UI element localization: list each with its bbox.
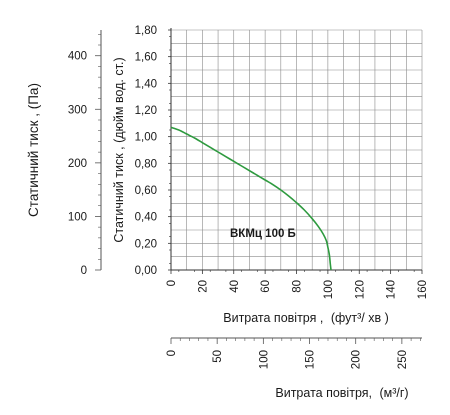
x-tick-label-primary: 160	[417, 280, 429, 299]
y-tick-label-secondary: 200	[68, 158, 87, 170]
x-tick-label-primary: 40	[229, 280, 241, 293]
x-tick-label-primary: 120	[354, 280, 366, 299]
x-axis-title-secondary-unit: (м³/г)	[379, 386, 408, 400]
x-tick-label-primary: 80	[292, 280, 304, 293]
axes: 0,00 0,20 0,40 0,60 0,80 1,00 1,20 1,40 1,60 1,80…	[68, 25, 429, 369]
y-tick-label-secondary: 400	[68, 51, 87, 63]
x-tick-label-secondary: 100	[258, 350, 270, 369]
y-axis-title-primary: Статичний тиск , (дюйм вод. ст.)	[112, 57, 126, 242]
x-tick-label-primary: 20	[197, 280, 209, 293]
x-tick-label-secondary: 0	[166, 350, 178, 356]
x-tick-label-primary: 100	[323, 280, 335, 299]
x-tick-label-secondary: 250	[397, 350, 409, 369]
y-tick-label-secondary: 100	[68, 211, 87, 223]
y-tick-label-primary: 1,40	[135, 78, 157, 90]
y-tick-label-primary: 1,00	[135, 132, 157, 144]
x-tick-label-secondary: 150	[305, 350, 317, 369]
x-tick-label-primary: 60	[260, 280, 272, 293]
y-tick-label-primary: 0,00	[135, 265, 157, 277]
series-label: ВКМц 100 Б	[230, 228, 296, 240]
series-line	[170, 126, 332, 271]
x-tick-label-primary: 0	[166, 280, 178, 286]
x-axis-title-primary: Витрата повітря , (фут³/ хв )	[223, 311, 388, 325]
y-tick-label-primary: 1,20	[135, 105, 157, 117]
x-tick-label-primary: 140	[386, 280, 398, 299]
y-tick-label-primary: 0,60	[135, 185, 157, 197]
x-tick-label-secondary: 200	[351, 350, 363, 369]
y-tick-label-secondary: 300	[68, 104, 87, 116]
x-axis-title-secondary: Витрата повітря, (м³/г)	[275, 386, 408, 400]
y-tick-label-primary: 0,20	[135, 238, 157, 250]
series-layer	[170, 126, 332, 271]
y-axis-title-secondary: Статичний тиск , (Па)	[26, 83, 41, 217]
y-tick-label-primary: 1,60	[135, 52, 157, 64]
x-axis-title-primary-main: Витрата повітря ,	[223, 311, 323, 325]
y-tick-label-primary: 1,80	[135, 25, 157, 37]
x-axis-title-secondary-main: Витрата повітря,	[275, 386, 372, 400]
y-tick-label-primary: 0,80	[135, 158, 157, 170]
y-tick-label-primary: 0,40	[135, 212, 157, 224]
y-tick-label-secondary: 0	[81, 265, 87, 277]
grid	[171, 29, 423, 270]
x-tick-label-secondary: 50	[212, 350, 224, 363]
x-axis-title-primary-unit: (фут³/ хв )	[331, 311, 389, 325]
